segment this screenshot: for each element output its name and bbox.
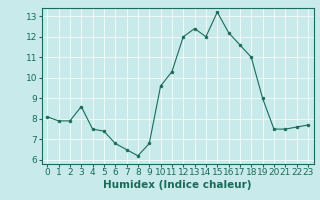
X-axis label: Humidex (Indice chaleur): Humidex (Indice chaleur) xyxy=(103,180,252,190)
